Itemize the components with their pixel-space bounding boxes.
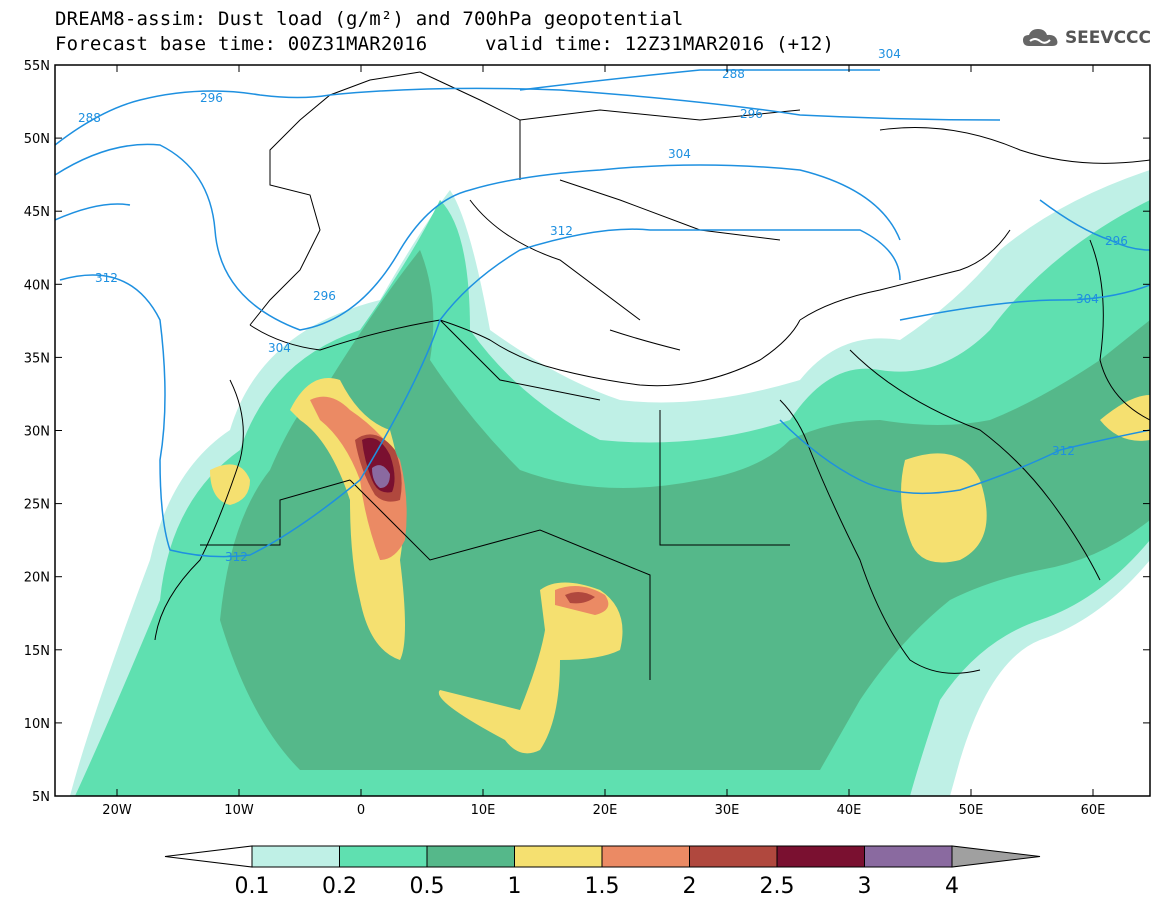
contour-label: 304 [668, 147, 691, 161]
latitude-axis: 55N 50N 45N 40N 35N 30N 25N 20N 15N 10N 5N [24, 59, 1150, 805]
contour-label: 312 [550, 224, 573, 238]
contour-label: 312 [1052, 444, 1075, 458]
contour-label: 288 [78, 111, 101, 125]
lat-tick-label: 55N [24, 59, 50, 74]
contour-label: 296 [740, 107, 763, 121]
lat-tick-label: 40N [24, 278, 50, 293]
colorbar-segment [514, 845, 603, 868]
contour-label: 296 [313, 289, 336, 303]
lon-tick-label: 0 [357, 803, 365, 818]
valid-time: valid time: 12Z31MAR2016 (+12) [485, 33, 835, 55]
lon-tick-label: 20W [102, 803, 132, 818]
colorbar: 0.1 0.2 0.5 1 1.5 2 2.5 3 4 [164, 845, 1041, 899]
longitude-axis: 20W 10W 0 10E 20E 30E 40E 50E 60E [102, 65, 1105, 818]
borders [154, 71, 1150, 680]
geopotential-contours [55, 69, 1150, 558]
lon-tick-label: 60E [1081, 803, 1106, 818]
colorbar-tick-label: 0.5 [410, 874, 445, 899]
contour-label: 304 [1076, 292, 1099, 306]
colorbar-segment [601, 845, 690, 868]
colorbar-tick-label: 4 [945, 874, 959, 899]
colorbar-segment [776, 845, 865, 868]
lon-tick-label: 40E [837, 803, 862, 818]
colorbar-tick-label: 2.5 [760, 874, 795, 899]
lat-tick-label: 50N [24, 132, 50, 147]
contour-label: 304 [268, 341, 291, 355]
colorbar-tick-label: 1.5 [585, 874, 620, 899]
contour-labels: 288 296 304 312 288 296 304 312 296 304 … [78, 47, 1128, 564]
lon-tick-label: 20E [593, 803, 618, 818]
contour-label: 312 [225, 550, 248, 564]
contour-label: 304 [878, 47, 901, 61]
lon-tick-label: 50E [959, 803, 984, 818]
contour-label: 296 [200, 91, 223, 105]
map-title: DREAM8-assim: Dust load (g/m²) and 700hP… [55, 8, 684, 30]
brand-name: SEEVCCC [1064, 28, 1151, 48]
lat-tick-label: 20N [24, 571, 50, 586]
contour-label: 296 [1105, 234, 1128, 248]
colorbar-segment [339, 845, 428, 868]
lat-tick-label: 25N [24, 498, 50, 513]
lat-tick-label: 35N [24, 351, 50, 366]
colorbar-low-arrow [164, 845, 253, 868]
colorbar-tick-label: 1 [508, 874, 522, 899]
colorbar-segment [251, 845, 340, 868]
lat-tick-label: 30N [24, 425, 50, 440]
colorbar-high-arrow [951, 845, 1041, 868]
brand-logo: SEEVCCC [1021, 26, 1151, 50]
contour-label: 288 [722, 67, 745, 81]
cloud-icon [1022, 29, 1058, 46]
lat-tick-label: 5N [32, 790, 50, 805]
colorbar-tick-label: 0.1 [235, 874, 270, 899]
forecast-base-time: Forecast base time: 00Z31MAR2016 [55, 33, 428, 55]
lat-tick-label: 10N [24, 717, 50, 732]
colorbar-segment [864, 845, 953, 868]
lon-tick-label: 10W [224, 803, 254, 818]
lon-tick-label: 10E [471, 803, 496, 818]
colorbar-segment [426, 845, 515, 868]
dust-field [70, 170, 1150, 796]
colorbar-tick-label: 2 [683, 874, 697, 899]
colorbar-segment [689, 845, 778, 868]
contour-label: 312 [95, 271, 118, 285]
lon-tick-label: 30E [715, 803, 740, 818]
colorbar-tick-label: 0.2 [322, 874, 357, 899]
lat-tick-label: 15N [24, 644, 50, 659]
lat-tick-label: 45N [24, 205, 50, 220]
colorbar-tick-label: 3 [858, 874, 872, 899]
